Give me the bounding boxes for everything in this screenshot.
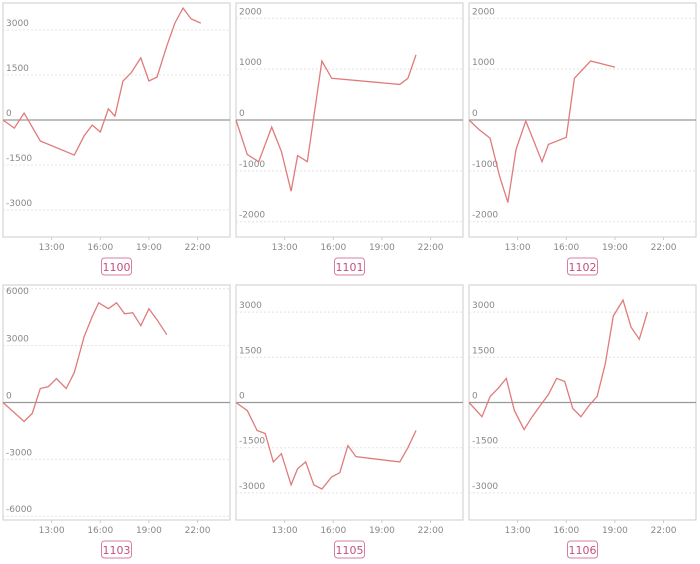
y-tick-label: -3000 (6, 448, 32, 458)
x-tick-label: 16:00 (553, 526, 579, 536)
chart-panel: -6000 -3000 0 3000 6000 13:00 16:00 19:00 22:00 1… (2, 284, 231, 559)
x-tick-label: 22:00 (185, 526, 211, 536)
y-tick-label: 0 (472, 392, 478, 402)
x-tick-label: 16:00 (87, 526, 113, 536)
y-tick-label: 0 (6, 392, 12, 402)
data-line (2, 301, 168, 423)
y-tick-label: 0 (6, 109, 12, 119)
title-box (101, 540, 132, 559)
y-tick-label: 3000 (6, 19, 29, 29)
y-tick-label: 0 (239, 109, 245, 119)
y-tick-label: 1500 (239, 346, 262, 356)
x-tick-label: 19:00 (369, 526, 395, 536)
chart-title: 1105 (336, 544, 364, 557)
y-tick-label: -2000 (239, 211, 265, 221)
x-tick-label: 19:00 (602, 243, 628, 253)
y-tick-label: -2000 (472, 211, 498, 221)
chart-panel: -3000 -1500 0 1500 3000 13:00 16:00 19:00 22:00 1… (235, 284, 464, 559)
y-tick-label: 0 (472, 109, 478, 119)
title-box (334, 540, 365, 559)
y-tick-label: -3000 (6, 199, 32, 209)
y-tick-label: -3000 (472, 482, 498, 492)
title-box (567, 540, 598, 559)
y-tick-label: 6000 (6, 287, 29, 297)
chart-panel: -2000 -1000 0 1000 2000 13:00 16:00 19:00 22:00 1… (468, 2, 697, 276)
chart-title: 1101 (336, 261, 364, 274)
x-tick-label: 22:00 (651, 243, 677, 253)
title-box (101, 257, 132, 276)
data-line (468, 298, 649, 431)
x-tick-label: 13:00 (39, 526, 65, 536)
y-tick-label: -6000 (6, 505, 32, 515)
y-tick-label: 1500 (472, 346, 495, 356)
y-tick-label: 1500 (6, 64, 29, 74)
y-tick-label: -1000 (472, 160, 498, 170)
x-tick-label: 16:00 (320, 243, 346, 253)
x-tick-label: 13:00 (39, 243, 65, 253)
y-tick-label: 2000 (472, 7, 495, 17)
y-tick-label: -1500 (472, 437, 498, 447)
x-tick-label: 19:00 (602, 526, 628, 536)
x-tick-label: 16:00 (553, 243, 579, 253)
x-tick-label: 22:00 (185, 243, 211, 253)
x-tick-label: 22:00 (651, 526, 677, 536)
data-line (235, 401, 417, 490)
y-tick-label: 3000 (472, 301, 495, 311)
data-line (468, 60, 616, 203)
data-line (235, 54, 417, 192)
chart-panel: -3000 -1500 0 1500 3000 13:00 16:00 19:00 22:00 1… (468, 284, 697, 559)
chart-title: 1106 (569, 544, 597, 557)
x-tick-label: 13:00 (272, 243, 298, 253)
chart-title: 1103 (103, 544, 131, 557)
title-box (334, 257, 365, 276)
x-tick-label: 13:00 (272, 526, 298, 536)
y-tick-label: 3000 (6, 335, 29, 345)
x-tick-label: 13:00 (505, 243, 531, 253)
chart-title: 1100 (103, 261, 131, 274)
y-tick-label: 2000 (239, 7, 262, 17)
y-tick-label: -3000 (239, 482, 265, 492)
chart-panel: -3000 -1500 0 1500 3000 13:00 16:00 19:00 22:00 1… (2, 2, 231, 276)
y-tick-label: 1000 (239, 58, 262, 68)
y-tick-label: 1000 (472, 58, 495, 68)
x-tick-label: 19:00 (136, 526, 162, 536)
data-line (2, 6, 202, 156)
y-tick-label: -1500 (239, 437, 265, 447)
title-box (567, 257, 598, 276)
y-tick-label: -1000 (239, 160, 265, 170)
x-tick-label: 13:00 (505, 526, 531, 536)
x-tick-label: 22:00 (418, 526, 444, 536)
chart-panel: -2000 -1000 0 1000 2000 13:00 16:00 19:00 22:00 1… (235, 2, 464, 276)
x-tick-label: 19:00 (136, 243, 162, 253)
chart-title: 1102 (569, 261, 597, 274)
x-tick-label: 16:00 (87, 243, 113, 253)
x-tick-label: 16:00 (320, 526, 346, 536)
x-tick-label: 19:00 (369, 243, 395, 253)
y-tick-label: -1500 (6, 154, 32, 164)
y-tick-label: 0 (239, 392, 245, 402)
y-tick-label: 3000 (239, 301, 262, 311)
x-tick-label: 22:00 (418, 243, 444, 253)
